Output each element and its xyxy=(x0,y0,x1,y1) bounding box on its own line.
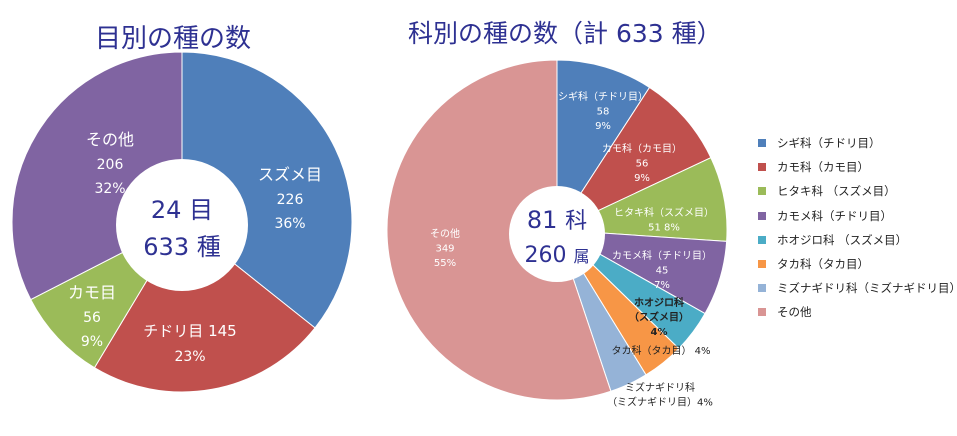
legend-item: タカ科（タカ目） xyxy=(758,252,957,276)
family-slice-label-4-line-2: 4% xyxy=(651,327,668,338)
legend-label: ホオジロ科 （スズメ目） xyxy=(777,232,908,247)
family-slice-label-7-line-1: 349 xyxy=(435,244,454,255)
order-slice-label-0-line-0: スズメ目 xyxy=(258,165,322,184)
family-slice-label-0-line-1: 58 xyxy=(597,107,610,118)
family-slice-label-4-line-0: ホオジロ科 xyxy=(634,296,684,309)
family-slice-label-2-line-0: ヒタキ科（スズメ目） xyxy=(614,206,714,219)
order-pie-hole xyxy=(116,159,248,291)
family-chart-title: 科別の種の数（計 633 種） xyxy=(408,19,722,48)
legend-swatch xyxy=(758,260,766,269)
order-center-count: 24 目 xyxy=(151,196,213,224)
legend-item: カモメ科（チドリ目） xyxy=(758,204,957,228)
family-slice-label-1-line-0: カモ科（カモ目） xyxy=(602,142,682,155)
family-slice-label-4-line-1: （スズメ目） xyxy=(629,311,689,324)
family-slice-1 xyxy=(555,86,712,232)
order-slice-label-2-line-0: カモ目 xyxy=(68,283,116,302)
order-slice-1 xyxy=(93,221,316,393)
legend-swatch xyxy=(758,139,766,148)
legend-item: カモ科（カモ目） xyxy=(758,155,957,179)
family-slice-label-3-line-0: カモメ科（チドリ目） xyxy=(612,249,712,262)
order-chart-title: 目別の種の数 xyxy=(95,24,252,54)
legend-label: カモ科（カモ目） xyxy=(777,160,869,175)
legend-swatch xyxy=(758,163,766,172)
legend-item: その他 xyxy=(758,300,957,324)
legend-label: ヒタキ科 （スズメ目） xyxy=(777,184,896,199)
order-slice-label-0-line-2: 36% xyxy=(274,216,305,232)
legend-swatch xyxy=(758,308,766,317)
legend-item: ミズナギドリ科（ミズナギドリ目） xyxy=(758,276,957,300)
family-slice-label-6-line-0: ミズナギドリ科 xyxy=(625,381,695,394)
family-slice-label-2-line-1: 51 8% xyxy=(648,223,680,234)
legend-swatch xyxy=(758,284,766,293)
order-slice-0 xyxy=(181,51,353,329)
family-slice-label-0-line-0: シギ科（チドリ目） xyxy=(558,90,648,103)
family-slice-label-1-line-2: 9% xyxy=(634,173,650,184)
legend-swatch xyxy=(758,235,766,244)
family-center-genera: 260 属 xyxy=(525,243,590,268)
family-slice-label-0-line-2: 9% xyxy=(595,121,611,132)
family-legend: シギ科（チドリ目） カモ科（カモ目） ヒタキ科 （スズメ目） カモメ科（チドリ目） ホオ… xyxy=(758,131,957,325)
family-slice-label-3-line-1: 45 xyxy=(656,266,669,277)
order-slice-label-0-line-1: 226 xyxy=(277,192,304,208)
order-slice-label-chidori-name: チドリ目 145 xyxy=(143,322,236,340)
order-slice-label-1-line-1: 206 xyxy=(97,157,124,173)
legend-item: ヒタキ科 （スズメ目） xyxy=(758,179,957,203)
legend-label: その他 xyxy=(777,305,812,320)
legend-label: ミズナギドリ科（ミズナギドリ目） xyxy=(777,281,957,296)
family-slice-0 xyxy=(556,59,651,232)
family-slice-label-5-line-0: タカ科（タカ目） 4% xyxy=(611,344,710,357)
legend-label: タカ科（タカ目） xyxy=(777,257,869,272)
family-slice-label-1-line-1: 56 xyxy=(636,159,649,170)
family-slice-label-7-line-0: その他 xyxy=(430,227,460,240)
legend-item: シギ科（チドリ目） xyxy=(758,131,957,155)
order-slice-label-chidori-percent: 23% xyxy=(174,349,205,365)
family-slice-7 xyxy=(386,59,612,401)
family-slice-label-3-line-2: 7% xyxy=(654,280,670,291)
order-slice-label-2-line-2: 9% xyxy=(81,334,103,350)
family-pie-hole xyxy=(509,186,605,282)
legend-item: ホオジロ科 （スズメ目） xyxy=(758,228,957,252)
order-slice-label-1-line-0: その他 xyxy=(86,130,134,149)
legend-swatch xyxy=(758,211,766,220)
legend-label: カモメ科（チドリ目） xyxy=(777,208,892,223)
family-slice-label-6-line-1: （ミズナギドリ目）4% xyxy=(607,396,713,409)
legend-swatch xyxy=(758,187,766,196)
family-slice-label-7-line-2: 55% xyxy=(434,258,456,269)
family-center-count: 81 科 xyxy=(527,206,587,234)
order-center-species: 633 種 xyxy=(143,233,220,261)
legend-label: シギ科（チドリ目） xyxy=(777,136,881,151)
order-slice-label-1-line-2: 32% xyxy=(94,181,125,197)
order-slice-label-2-line-1: 56 xyxy=(83,310,101,326)
